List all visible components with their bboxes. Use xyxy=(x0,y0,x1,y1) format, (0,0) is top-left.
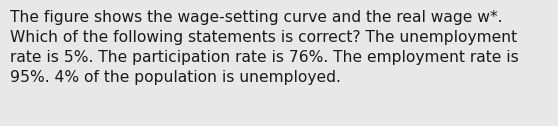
Text: The figure shows the wage-setting curve and the real wage w*.
Which of the follo: The figure shows the wage-setting curve … xyxy=(10,10,519,85)
